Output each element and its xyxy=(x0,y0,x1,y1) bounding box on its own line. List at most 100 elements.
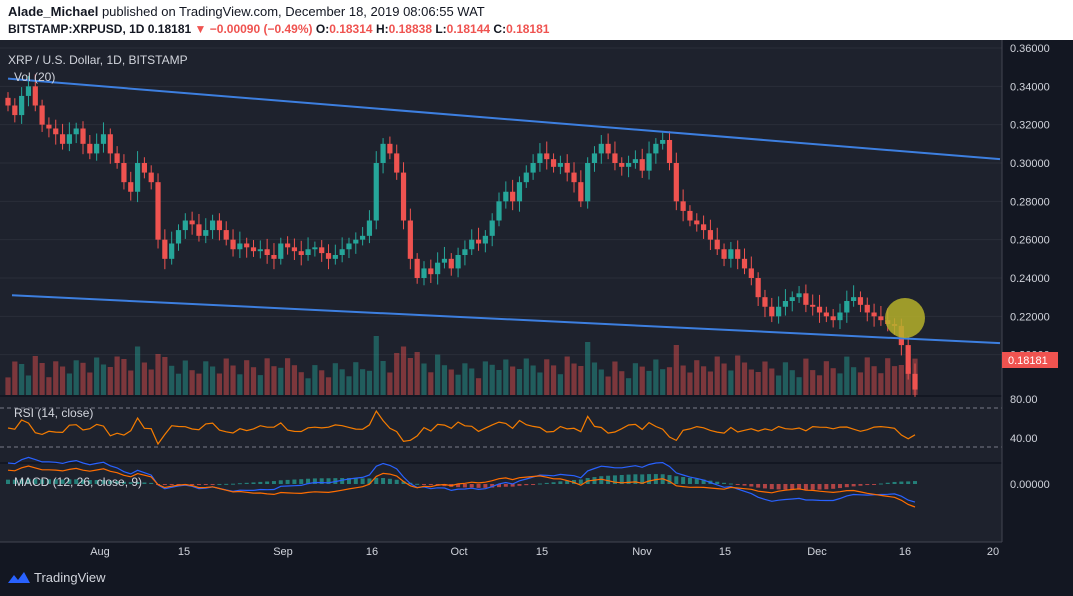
rsi-pane[interactable] xyxy=(0,397,1002,462)
volume-bar xyxy=(496,370,502,395)
candle-body xyxy=(585,163,591,202)
volume-bar xyxy=(230,365,236,395)
candle-body xyxy=(673,163,679,202)
channel-lower-line[interactable] xyxy=(11,294,1001,345)
channel-upper-line[interactable] xyxy=(7,77,1001,161)
highlight-circle xyxy=(885,298,925,338)
macd-histogram-bar xyxy=(462,484,467,488)
macd-histogram-bar xyxy=(299,479,304,484)
volume-bar xyxy=(5,377,11,395)
time-tick-label: Aug xyxy=(90,546,110,558)
candle-body xyxy=(687,210,693,221)
volume-bar xyxy=(216,373,223,395)
last-price: 0.18181 xyxy=(147,22,192,36)
candle-body xyxy=(912,373,918,390)
volume-bar xyxy=(209,366,216,395)
macd-histogram-bar xyxy=(892,481,897,484)
volume-bar xyxy=(66,373,72,395)
macd-histogram-bar xyxy=(237,483,242,485)
macd-histogram-bar xyxy=(60,479,65,484)
candle-body xyxy=(523,172,529,183)
macd-histogram-bar xyxy=(735,484,740,485)
volume-bar xyxy=(46,377,52,395)
candle-body xyxy=(400,172,407,221)
volume-bar xyxy=(557,374,563,395)
volume-bar xyxy=(639,366,645,395)
macd-histogram-bar xyxy=(633,474,638,484)
rsi-tick-80: 80.00 xyxy=(1010,394,1038,406)
candle-body xyxy=(619,163,625,167)
macd-histogram-bar xyxy=(135,482,140,484)
candle-body xyxy=(107,134,113,154)
volume-bar xyxy=(816,375,823,395)
volume-bar xyxy=(830,368,836,395)
chart-svg[interactable]: 0.36000 0.34000 0.32000 0.30000 0.28000 0.260… xyxy=(0,40,1073,560)
candle-body xyxy=(482,235,488,244)
macd-histogram-bar xyxy=(524,484,529,486)
macd-histogram-bar xyxy=(421,484,426,485)
volume-bar xyxy=(857,372,864,395)
macd-histogram-bar xyxy=(647,474,652,484)
candle-body xyxy=(694,220,700,225)
volume-bar xyxy=(373,336,379,395)
tradingview-logo-icon[interactable] xyxy=(8,571,30,585)
candle-body xyxy=(366,220,373,236)
macd-histogram-bar xyxy=(285,479,290,484)
volume-bar xyxy=(25,375,32,395)
volume-bar xyxy=(721,363,727,395)
macd-histogram-bar xyxy=(728,483,733,485)
volume-bar xyxy=(162,357,168,395)
macd-histogram-bar xyxy=(203,484,208,485)
candle-body xyxy=(441,258,448,263)
author-name[interactable]: Alade_Michael xyxy=(8,4,99,19)
candle-body xyxy=(162,239,168,259)
macd-histogram-bar xyxy=(33,479,38,484)
volume-bar xyxy=(80,362,86,395)
candle-body xyxy=(782,301,789,307)
volume-bar xyxy=(619,371,625,395)
candle-body xyxy=(387,143,393,154)
macd-histogram-bar xyxy=(346,478,351,484)
close-value: 0.18181 xyxy=(506,22,550,36)
volume-bar xyxy=(571,363,577,395)
macd-histogram-bar xyxy=(265,481,270,484)
candle-body xyxy=(394,153,400,173)
rsi-title: RSI (14, close) xyxy=(14,406,93,420)
macd-histogram-bar xyxy=(769,484,774,490)
candle-body xyxy=(237,243,243,250)
macd-histogram-bar xyxy=(456,484,461,488)
rsi-line xyxy=(7,409,916,446)
candle-body xyxy=(762,297,768,307)
candle-body xyxy=(837,312,843,321)
candle-body xyxy=(94,143,100,154)
volume-bar xyxy=(237,374,243,395)
footer-brand[interactable]: TradingView xyxy=(34,570,106,585)
candle-body xyxy=(653,143,659,154)
volume-bar xyxy=(141,362,147,395)
macd-histogram-bar xyxy=(878,483,883,485)
candle-body xyxy=(721,249,727,259)
chart-area[interactable]: 0.36000 0.34000 0.32000 0.30000 0.28000 0.260… xyxy=(0,40,1073,560)
price-tick-label: 0.34000 xyxy=(1010,81,1050,93)
volume-bar xyxy=(121,359,127,395)
macd-histogram-bar xyxy=(381,478,386,484)
volume-bar xyxy=(39,363,45,395)
volume-bar xyxy=(312,365,318,395)
time-axis[interactable] xyxy=(0,542,1073,560)
candle-body xyxy=(100,134,107,144)
macd-histogram-bar xyxy=(81,479,86,484)
macd-histogram-bar xyxy=(387,478,392,484)
price-axis[interactable] xyxy=(1002,40,1073,542)
volume-bar xyxy=(530,365,536,395)
macd-histogram-bar xyxy=(360,478,365,484)
volume-bar xyxy=(585,342,591,395)
candle-body xyxy=(19,95,25,116)
volume-bar xyxy=(837,373,843,395)
volume-bar xyxy=(278,367,284,395)
volume-bar xyxy=(319,370,325,395)
volume-bar xyxy=(59,366,66,395)
candle-body xyxy=(496,201,502,221)
candle-body xyxy=(128,182,134,192)
volume-bar xyxy=(94,357,100,395)
volume-bar xyxy=(394,353,400,395)
